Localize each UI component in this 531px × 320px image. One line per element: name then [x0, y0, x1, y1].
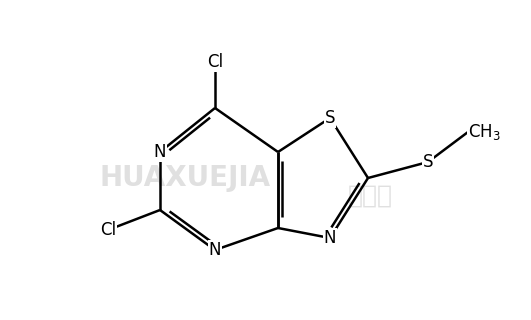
- Text: S: S: [423, 153, 433, 171]
- Text: CH$_3$: CH$_3$: [468, 122, 501, 142]
- Text: S: S: [325, 109, 335, 127]
- Text: N: N: [154, 143, 166, 161]
- Text: 化学加: 化学加: [348, 184, 393, 208]
- Text: HUAXUEJIA: HUAXUEJIA: [100, 164, 271, 192]
- Text: N: N: [324, 229, 336, 247]
- Text: N: N: [209, 241, 221, 259]
- Text: Cl: Cl: [100, 221, 116, 239]
- Text: Cl: Cl: [207, 53, 223, 71]
